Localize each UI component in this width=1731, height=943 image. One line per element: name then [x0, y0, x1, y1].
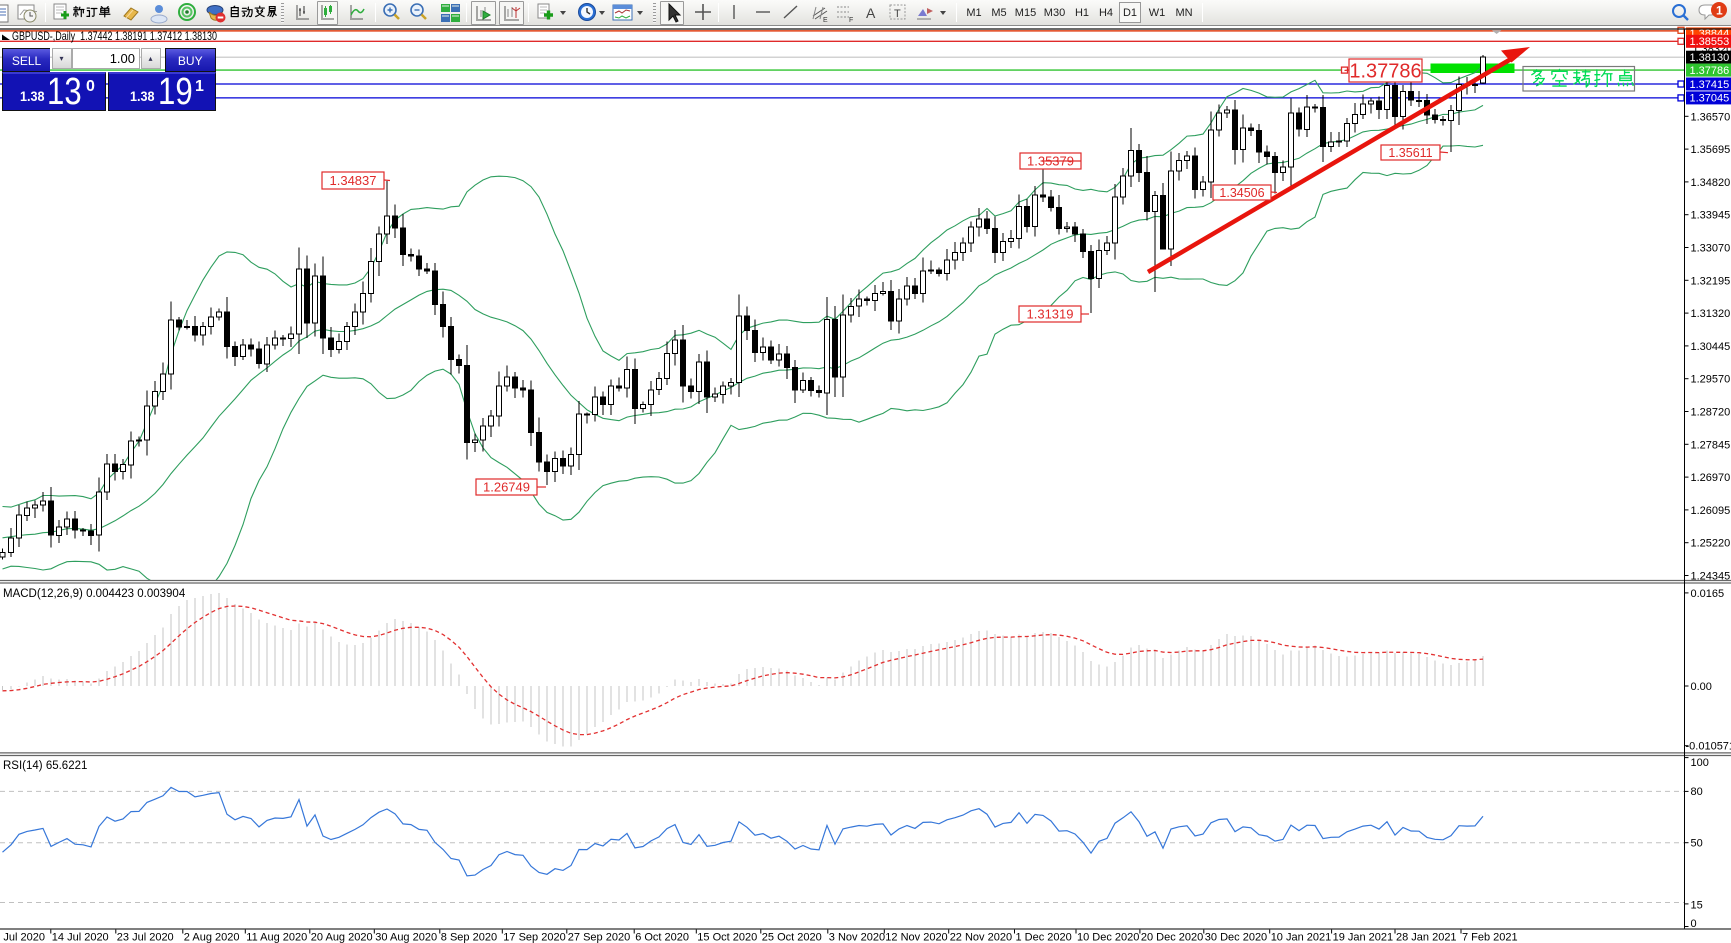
svg-text:1.34506: 1.34506	[1219, 186, 1264, 200]
svg-text:GBPUSD-,Daily 1.37442 1.38191: GBPUSD-,Daily 1.37442 1.38191 1.37412 1.…	[12, 29, 217, 43]
svg-text:30 Dec 2020: 30 Dec 2020	[1205, 932, 1267, 943]
svg-text:T: T	[894, 8, 901, 20]
svg-text:-0.010571: -0.010571	[1686, 741, 1731, 753]
svg-text:1.37415: 1.37415	[1690, 79, 1730, 91]
svg-text:1: 1	[1716, 4, 1723, 18]
svg-text:10 Dec 2020: 10 Dec 2020	[1077, 932, 1139, 943]
svg-text:8 Sep 2020: 8 Sep 2020	[441, 932, 497, 943]
svg-text:1.37045: 1.37045	[1690, 93, 1730, 105]
svg-text:E: E	[823, 17, 828, 24]
svg-text:25 Oct 2020: 25 Oct 2020	[762, 932, 822, 943]
svg-text:19 Jan 2021: 19 Jan 2021	[1333, 932, 1394, 943]
svg-text:1.35695: 1.35695	[1691, 144, 1731, 156]
svg-text:50: 50	[1691, 838, 1703, 850]
svg-text:A: A	[866, 5, 876, 21]
svg-text:7 Feb 2021: 7 Feb 2021	[1462, 932, 1518, 943]
svg-text:1.26749: 1.26749	[483, 480, 530, 495]
svg-text:1.38130: 1.38130	[1690, 52, 1730, 64]
svg-text:0: 0	[1691, 918, 1697, 930]
svg-text:1.24345: 1.24345	[1691, 571, 1731, 583]
svg-text:1.35611: 1.35611	[1388, 146, 1432, 160]
svg-text:1.33945: 1.33945	[1691, 210, 1731, 222]
svg-text:100: 100	[1691, 757, 1709, 769]
svg-text:F: F	[849, 17, 853, 24]
svg-text:1 Jul 2020: 1 Jul 2020	[0, 932, 45, 943]
svg-text:2 Aug 2020: 2 Aug 2020	[184, 932, 240, 943]
svg-text:1.25220: 1.25220	[1691, 538, 1731, 550]
svg-text:12 Nov 2020: 12 Nov 2020	[885, 932, 947, 943]
svg-text:0.0165: 0.0165	[1691, 588, 1725, 600]
svg-text:1.34820: 1.34820	[1691, 177, 1731, 189]
svg-text:27 Sep 2020: 27 Sep 2020	[568, 932, 630, 943]
svg-text:10 Jan 2021: 10 Jan 2021	[1271, 932, 1332, 943]
svg-text:1.31320: 1.31320	[1691, 308, 1731, 320]
svg-text:30 Aug 2020: 30 Aug 2020	[375, 932, 437, 943]
svg-text:1.28720: 1.28720	[1691, 407, 1731, 419]
svg-text:14 Jul 2020: 14 Jul 2020	[52, 932, 109, 943]
svg-text:6 Oct 2020: 6 Oct 2020	[635, 932, 689, 943]
svg-text:MACD(12,26,9) 0.004423 0.00390: MACD(12,26,9) 0.004423 0.003904	[3, 588, 186, 600]
svg-text:1.37786: 1.37786	[1690, 65, 1730, 77]
svg-text:1.30445: 1.30445	[1691, 341, 1731, 353]
svg-text:1.27845: 1.27845	[1691, 439, 1731, 451]
svg-text:1 Dec 2020: 1 Dec 2020	[1016, 932, 1072, 943]
svg-text:1.26095: 1.26095	[1691, 505, 1731, 517]
svg-text:0.00: 0.00	[1691, 681, 1712, 693]
svg-text:1.26970: 1.26970	[1691, 472, 1731, 484]
svg-text:1.36570: 1.36570	[1691, 111, 1731, 123]
svg-text:1.29570: 1.29570	[1691, 374, 1731, 386]
svg-text:15: 15	[1691, 899, 1703, 911]
svg-text:1.38553: 1.38553	[1690, 36, 1730, 48]
svg-text:11 Aug 2020: 11 Aug 2020	[246, 932, 307, 943]
svg-text:28 Jan 2021: 28 Jan 2021	[1396, 932, 1457, 943]
svg-text:RSI(14) 65.6221: RSI(14) 65.6221	[3, 760, 87, 772]
svg-text:1.32195: 1.32195	[1691, 275, 1731, 287]
svg-text:22 Nov 2020: 22 Nov 2020	[950, 932, 1012, 943]
svg-text:20 Aug 2020: 20 Aug 2020	[311, 932, 373, 943]
svg-text:1.34837: 1.34837	[330, 173, 377, 188]
svg-text:3 Nov 2020: 3 Nov 2020	[829, 932, 885, 943]
svg-text:17 Sep 2020: 17 Sep 2020	[503, 932, 565, 943]
svg-text:15 Oct 2020: 15 Oct 2020	[697, 932, 757, 943]
svg-text:1.31319: 1.31319	[1027, 307, 1074, 322]
svg-text:20 Dec 2020: 20 Dec 2020	[1141, 932, 1203, 943]
svg-text:80: 80	[1691, 786, 1703, 798]
svg-text:23 Jul 2020: 23 Jul 2020	[117, 932, 174, 943]
svg-text:1.37786: 1.37786	[1349, 61, 1421, 83]
svg-text:1.33070: 1.33070	[1691, 243, 1731, 255]
